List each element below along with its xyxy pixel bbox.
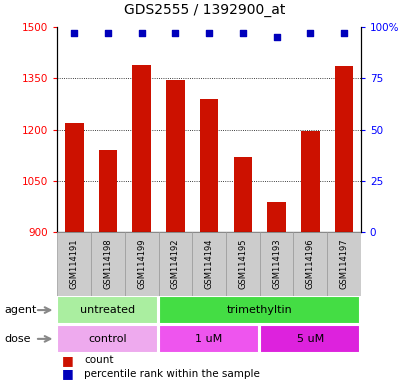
Bar — [158, 296, 360, 324]
Text: GDS2555 / 1392900_at: GDS2555 / 1392900_at — [124, 3, 285, 17]
Text: untreated: untreated — [80, 305, 135, 315]
Point — [104, 30, 111, 36]
Bar — [233, 157, 252, 232]
Bar — [124, 232, 158, 296]
Text: GSM114198: GSM114198 — [103, 239, 112, 289]
Bar — [57, 232, 91, 296]
Text: ■: ■ — [61, 367, 73, 381]
Text: dose: dose — [4, 334, 31, 344]
Bar — [91, 232, 124, 296]
Text: ■: ■ — [61, 354, 73, 367]
Text: count: count — [84, 355, 113, 365]
Point — [138, 30, 145, 36]
Text: GSM114196: GSM114196 — [305, 239, 314, 289]
Bar — [334, 66, 353, 232]
Text: GSM114195: GSM114195 — [238, 239, 247, 289]
Point — [71, 30, 77, 36]
Bar — [166, 80, 184, 232]
Bar — [199, 99, 218, 232]
Bar — [192, 232, 225, 296]
Text: GSM114191: GSM114191 — [70, 239, 79, 289]
Text: 1 uM: 1 uM — [195, 334, 222, 344]
Point — [239, 30, 245, 36]
Bar — [158, 232, 192, 296]
Bar — [132, 65, 151, 232]
Bar — [99, 150, 117, 232]
Bar — [259, 232, 293, 296]
Text: GSM114193: GSM114193 — [271, 239, 280, 289]
Bar — [267, 202, 285, 232]
Bar — [300, 131, 319, 232]
Point — [340, 30, 346, 36]
Bar — [225, 232, 259, 296]
Point — [172, 30, 178, 36]
Text: trimethyltin: trimethyltin — [226, 305, 292, 315]
Bar — [158, 325, 259, 353]
Text: 5 uM: 5 uM — [296, 334, 323, 344]
Text: GSM114194: GSM114194 — [204, 239, 213, 289]
Bar — [57, 325, 158, 353]
Text: percentile rank within the sample: percentile rank within the sample — [84, 369, 259, 379]
Text: agent: agent — [4, 305, 36, 315]
Text: GSM114197: GSM114197 — [339, 239, 348, 289]
Point — [306, 30, 313, 36]
Text: control: control — [88, 334, 127, 344]
Point — [272, 34, 279, 40]
Bar — [65, 123, 83, 232]
Bar — [293, 232, 326, 296]
Point — [205, 30, 212, 36]
Text: GSM114192: GSM114192 — [171, 239, 180, 289]
Bar — [326, 232, 360, 296]
Text: GSM114199: GSM114199 — [137, 239, 146, 289]
Bar — [259, 325, 360, 353]
Bar — [57, 296, 158, 324]
